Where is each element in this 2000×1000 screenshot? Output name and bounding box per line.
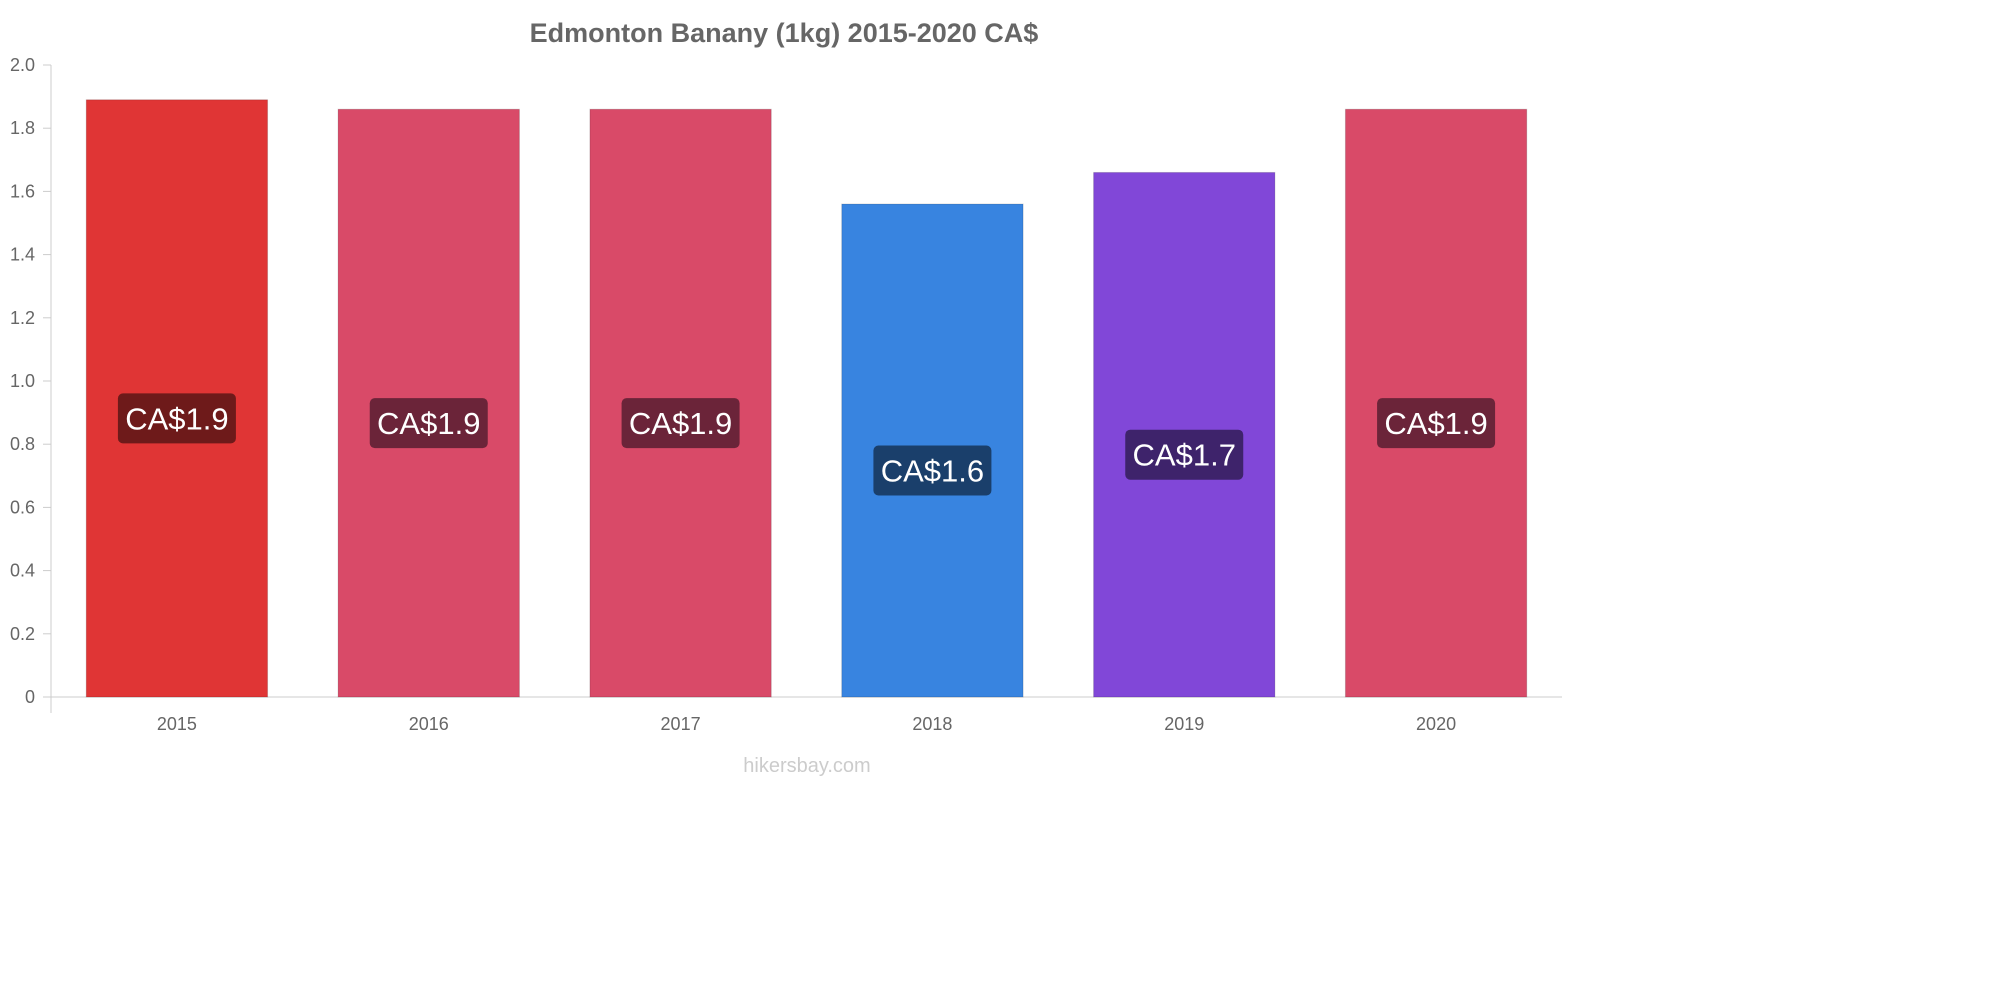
data-label: CA$1.9 [377,406,480,441]
source-credit: hikersbay.com [743,755,870,777]
x-tick-label: 2015 [157,714,197,734]
y-tick-label: 0.4 [10,561,35,581]
y-tick-label: 0.6 [10,497,35,517]
data-label-background [1377,398,1496,449]
x-tick-label: 2017 [661,714,701,734]
y-tick-label: 1.6 [10,181,35,201]
data-label: CA$1.9 [1384,406,1487,441]
chart-title: Edmonton Banany (1kg) 2015-2020 CA$ [530,18,1039,48]
y-tick-label: 0.8 [10,434,35,454]
bar-chart: Edmonton Banany (1kg) 2015-2020 CA$ 0 0.2… [10,18,1562,777]
data-label-background [621,398,740,449]
data-label: CA$1.7 [1133,438,1236,473]
y-tick-label: 0.2 [10,624,35,644]
data-label-background [369,398,488,449]
y-tick-label: 1.2 [10,308,35,328]
data-labels-group: CA$1.9 CA$1.9 CA$1.9 CA$1.6 CA$1.7 CA$1.9 [117,393,1496,496]
y-tick-label: 1.0 [10,371,35,391]
y-tick-label: 1.8 [10,118,35,138]
x-tick-label: 2016 [409,714,449,734]
data-label-background [117,393,236,444]
x-tick-label: 2018 [912,714,952,734]
bars-group [85,99,1528,698]
data-label: CA$1.6 [881,454,984,489]
x-tick-label: 2019 [1164,714,1204,734]
x-axis: 2015 2016 2017 2018 2019 2020 [51,696,1562,734]
data-label: CA$1.9 [629,406,732,441]
y-tick-label: 2.0 [10,55,35,75]
data-label: CA$1.9 [125,401,228,436]
y-axis: 0 0.2 0.4 0.6 0.8 1.0 1.2 1.4 1.6 1.8 2.0 [10,55,52,713]
y-tick-label: 1.4 [10,245,35,265]
data-label-background [1125,429,1244,480]
x-tick-label: 2020 [1416,714,1456,734]
data-label-background [873,445,992,496]
y-tick-label: 0 [25,687,35,707]
